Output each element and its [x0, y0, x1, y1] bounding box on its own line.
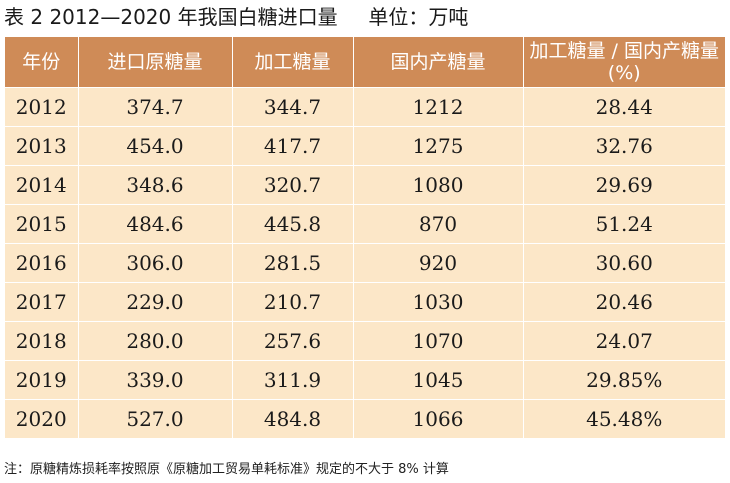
footnote: 注：原糖精炼损耗率按照原《原糖加工贸易单耗标准》规定的不大于 8% 计算: [4, 462, 449, 477]
table-title: 表 2 2012—2020 年我国白糖进口量 单位：万吨: [4, 4, 468, 30]
cell-ratio: 29.69: [523, 165, 725, 205]
cell-raw-sugar-import: 454.0: [78, 126, 233, 166]
table-title-text: 2012—2020 年我国白糖进口量: [49, 5, 338, 29]
cell-domestic-sugar: 1070: [353, 321, 524, 361]
header-year: 年份: [5, 37, 79, 88]
cell-domestic-sugar: 1030: [353, 282, 524, 322]
table-number: 表 2: [4, 5, 44, 29]
table-row: 2013 454.0 417.7 1275 32.76: [5, 126, 725, 166]
cell-ratio: 51.24: [523, 204, 725, 244]
cell-ratio: 45.48%: [523, 399, 725, 438]
cell-year: 2019: [5, 360, 79, 400]
cell-year: 2013: [5, 126, 79, 166]
cell-raw-sugar-import: 339.0: [78, 360, 233, 400]
header-ratio: 加工糖量 / 国内产糖量 (%): [523, 37, 725, 88]
cell-ratio: 28.44: [523, 87, 725, 127]
table-row: 2015 484.6 445.8 870 51.24: [5, 204, 725, 244]
cell-ratio: 32.76: [523, 126, 725, 166]
cell-raw-sugar-import: 280.0: [78, 321, 233, 361]
cell-ratio: 24.07: [523, 321, 725, 361]
cell-year: 2017: [5, 282, 79, 322]
cell-year: 2016: [5, 243, 79, 283]
header-domestic-sugar: 国内产糖量: [353, 37, 524, 88]
cell-raw-sugar-import: 527.0: [78, 399, 233, 438]
cell-raw-sugar-import: 484.6: [78, 204, 233, 244]
cell-ratio: 30.60: [523, 243, 725, 283]
cell-year: 2012: [5, 87, 79, 127]
cell-raw-sugar-import: 348.6: [78, 165, 233, 205]
table-row: 2020 527.0 484.8 1066 45.48%: [5, 399, 725, 438]
header-processed-sugar: 加工糖量: [232, 37, 354, 88]
table-header-row: 年份 进口原糖量 加工糖量 国内产糖量 加工糖量 / 国内产糖量 (%): [5, 37, 725, 88]
table-row: 2016 306.0 281.5 920 30.60: [5, 243, 725, 283]
cell-processed-sugar: 257.6: [232, 321, 354, 361]
cell-domestic-sugar: 1080: [353, 165, 524, 205]
cell-processed-sugar: 344.7: [232, 87, 354, 127]
cell-domestic-sugar: 1045: [353, 360, 524, 400]
header-raw-sugar-import: 进口原糖量: [78, 37, 233, 88]
table-row: 2014 348.6 320.7 1080 29.69: [5, 165, 725, 205]
cell-processed-sugar: 281.5: [232, 243, 354, 283]
cell-raw-sugar-import: 229.0: [78, 282, 233, 322]
table-unit: 单位：万吨: [368, 5, 469, 29]
cell-domestic-sugar: 1212: [353, 87, 524, 127]
table-row: 2017 229.0 210.7 1030 20.46: [5, 282, 725, 322]
table-row: 2012 374.7 344.7 1212 28.44: [5, 87, 725, 127]
cell-domestic-sugar: 920: [353, 243, 524, 283]
cell-domestic-sugar: 870: [353, 204, 524, 244]
cell-ratio: 20.46: [523, 282, 725, 322]
cell-processed-sugar: 311.9: [232, 360, 354, 400]
cell-processed-sugar: 445.8: [232, 204, 354, 244]
cell-ratio: 29.85%: [523, 360, 725, 400]
cell-processed-sugar: 417.7: [232, 126, 354, 166]
table-row: 2019 339.0 311.9 1045 29.85%: [5, 360, 725, 400]
cell-domestic-sugar: 1066: [353, 399, 524, 438]
cell-year: 2020: [5, 399, 79, 438]
cell-year: 2015: [5, 204, 79, 244]
cell-processed-sugar: 320.7: [232, 165, 354, 205]
sugar-import-table: 年份 进口原糖量 加工糖量 国内产糖量 加工糖量 / 国内产糖量 (%) 201…: [5, 37, 725, 438]
cell-processed-sugar: 484.8: [232, 399, 354, 438]
table-body: 2012 374.7 344.7 1212 28.44 2013 454.0 417.7 127…: [5, 87, 725, 438]
cell-domestic-sugar: 1275: [353, 126, 524, 166]
cell-year: 2018: [5, 321, 79, 361]
cell-raw-sugar-import: 306.0: [78, 243, 233, 283]
cell-processed-sugar: 210.7: [232, 282, 354, 322]
cell-year: 2014: [5, 165, 79, 205]
table-row: 2018 280.0 257.6 1070 24.07: [5, 321, 725, 361]
cell-raw-sugar-import: 374.7: [78, 87, 233, 127]
